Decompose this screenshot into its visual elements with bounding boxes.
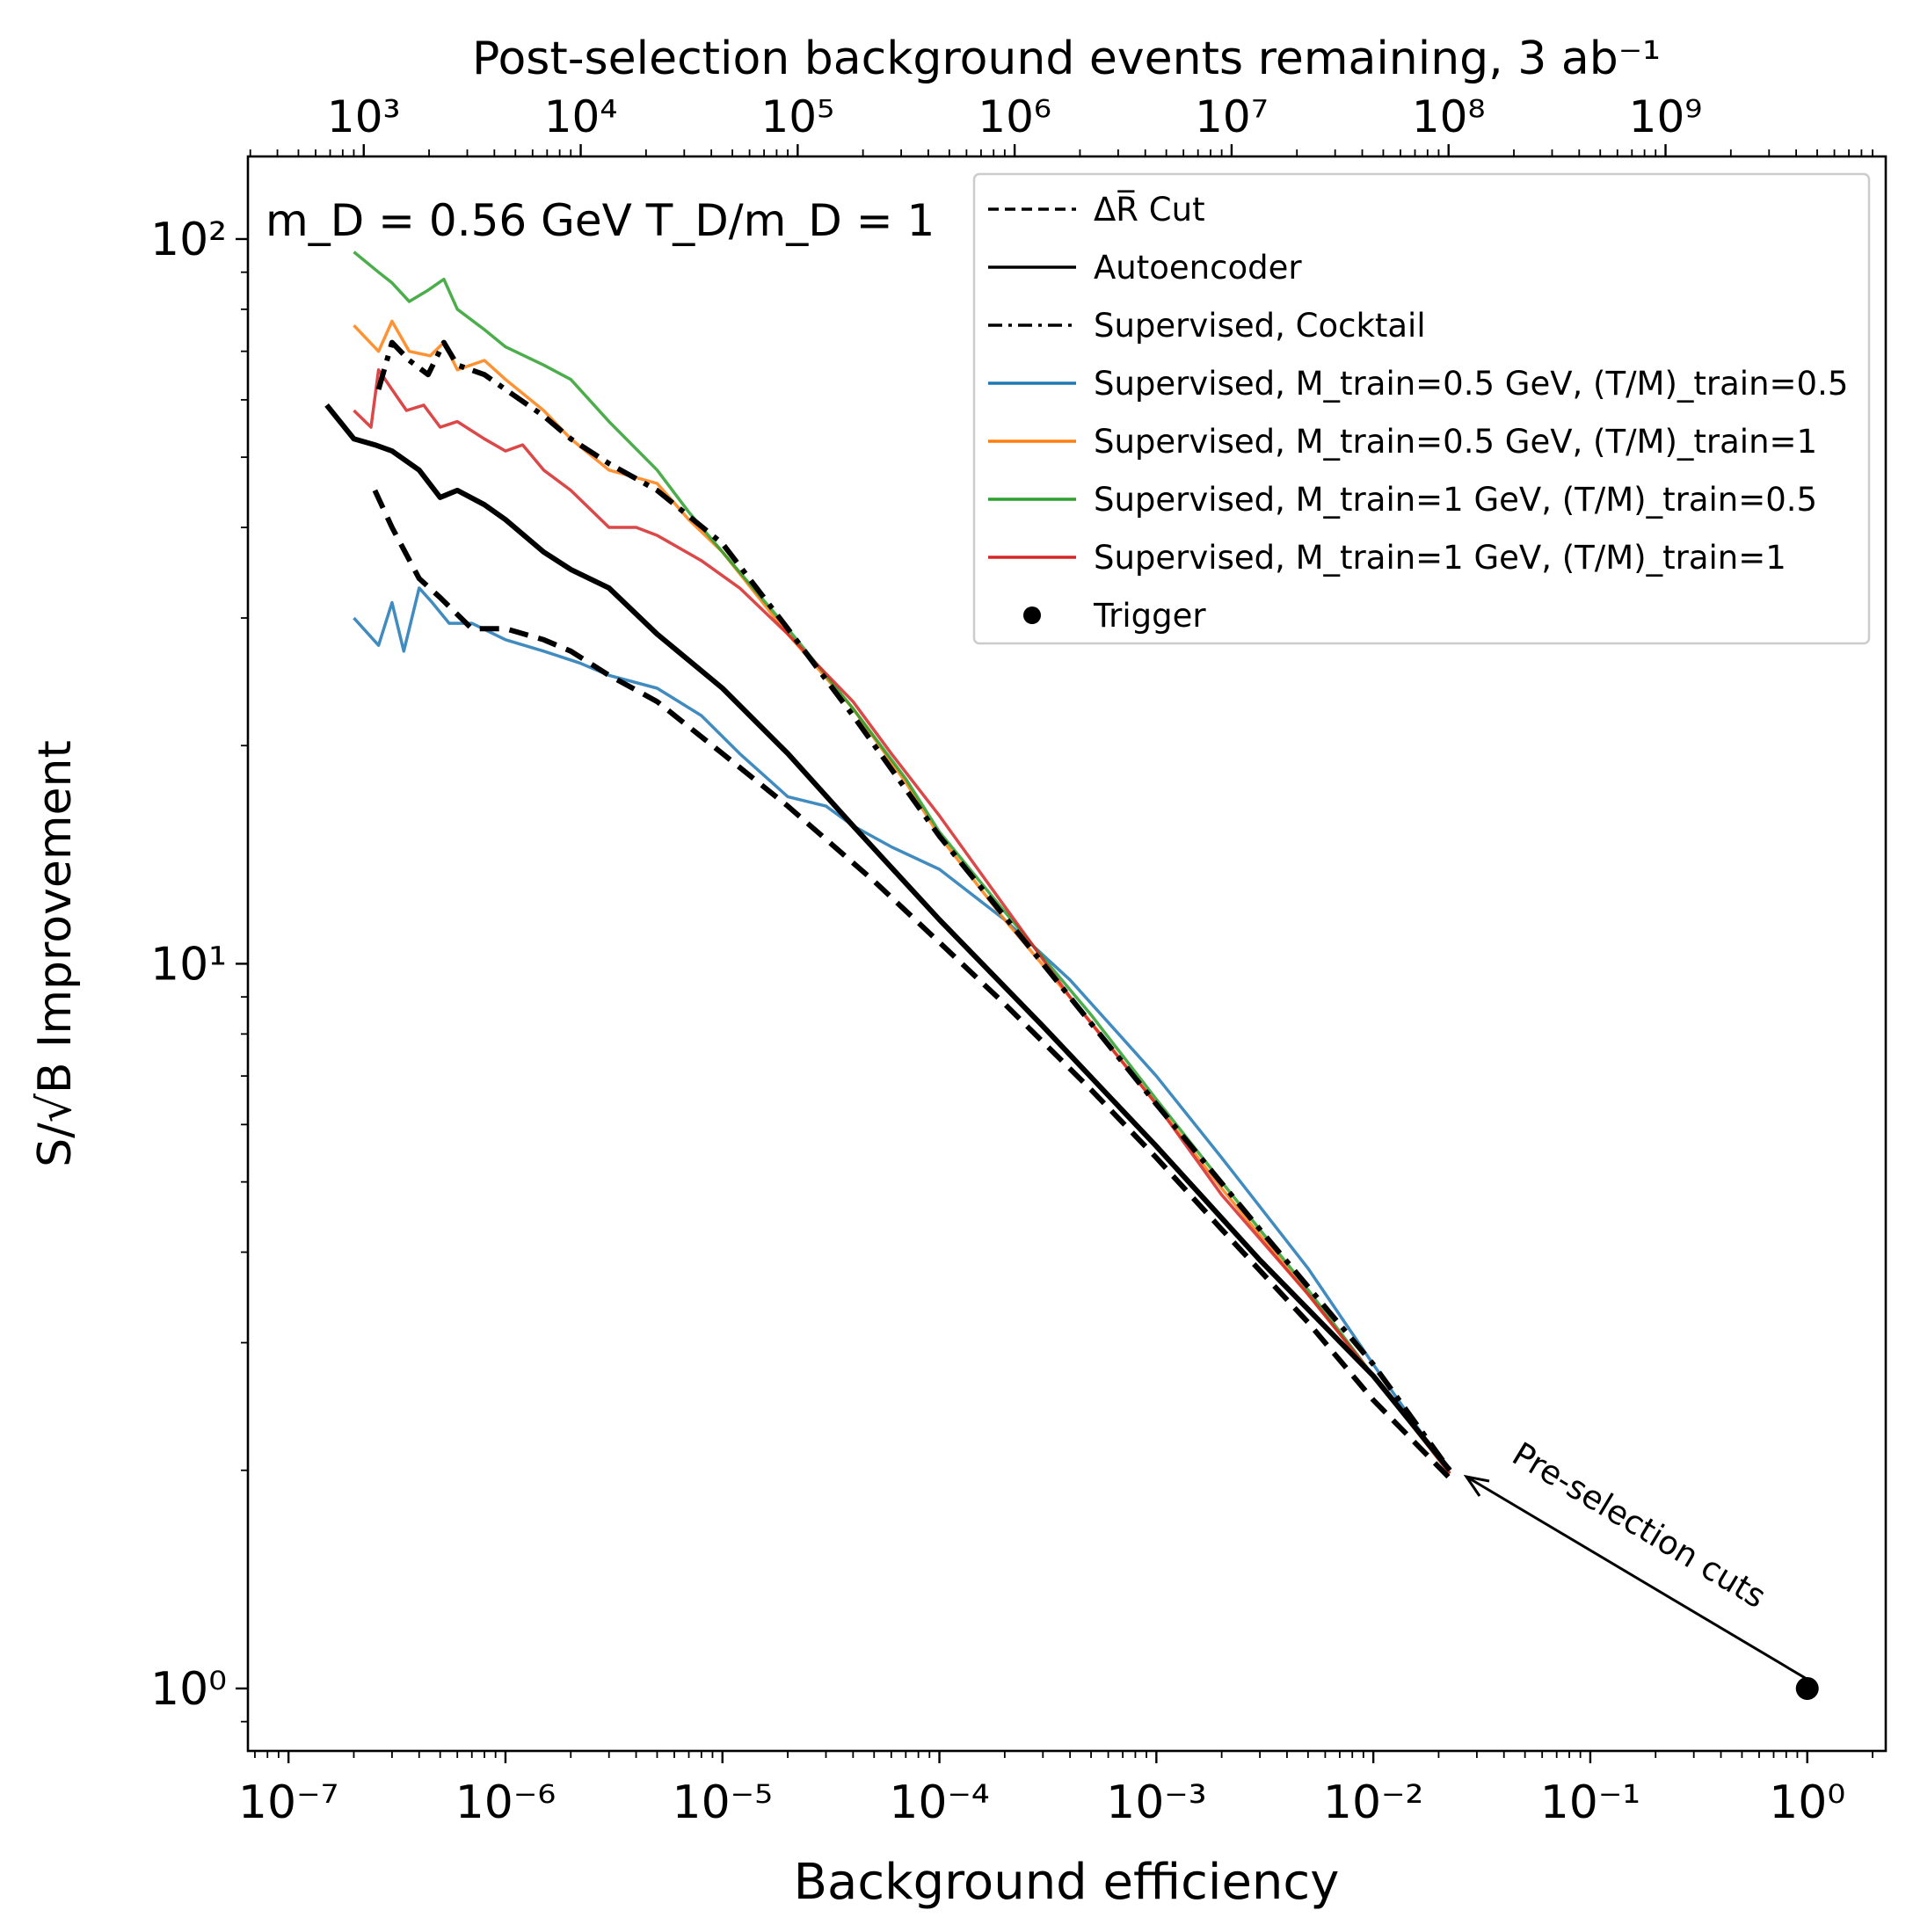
x-tick-label: 10⁻⁵ — [673, 1776, 773, 1829]
series-line-supervised-m-train-1-gev-t-m-train-0-5 — [353, 251, 1451, 1475]
plot-frame — [246, 155, 1888, 1753]
legend-label-trigger: Trigger — [1093, 597, 1206, 635]
tick-layer: 10⁻⁷ 10⁻⁶ 10⁻⁵ 10⁻⁴ 10⁻³ 10⁻² 10⁻¹ 10⁰ 10⁰ 10¹ 10²… — [150, 91, 1873, 1829]
legend-label-autoencoder: Autoencoder — [1094, 249, 1302, 287]
top-tick-label: 10⁶ — [978, 91, 1051, 142]
x-tick-label: 10⁰ — [1769, 1776, 1845, 1829]
legend-label-supervised-m-train-0-5-gev-t-m-train-1: Supervised, M_train=0.5 GeV, (T/M)_train… — [1094, 423, 1817, 461]
x-tick-label: 10⁻⁷ — [238, 1776, 338, 1829]
x-tick-label: 10⁻⁴ — [889, 1776, 989, 1829]
legend-label-supervised-cocktail: Supervised, Cocktail — [1094, 307, 1426, 345]
top-tick-label: 10⁴ — [544, 91, 618, 142]
y-tick-label: 10² — [150, 214, 227, 266]
top-tick-label: 10⁷ — [1195, 91, 1269, 142]
legend-label-supervised-m-train-1-gev-t-m-train-0-5: Supervised, M_train=1 GeV, (T/M)_train=0… — [1094, 481, 1817, 519]
text-layer: S/√B Improvement Background efficiency P… — [29, 33, 1661, 1911]
legend-label-supervised-m-train-0-5-gev-t-m-train-0-5: Supervised, M_train=0.5 GeV, (T/M)_train… — [1094, 365, 1848, 403]
top-axis-label: Post-selection background events remaini… — [472, 33, 1661, 85]
x-tick-label: 10⁻⁶ — [455, 1776, 556, 1829]
legend-swatch-trigger — [1023, 606, 1041, 624]
legend-box — [972, 172, 1871, 645]
preselection-arrow: Pre-selection cuts — [1463, 1434, 1808, 1681]
legend-label--r-cut: ΔR̅ Cut — [1094, 189, 1205, 229]
x-tick-label: 10⁻³ — [1106, 1776, 1206, 1829]
top-tick-label: 10⁹ — [1629, 91, 1703, 142]
legend: ΔR̅ Cut Autoencoder Supervised, Cocktail Su… — [972, 172, 1871, 645]
model-parameters-annotation: m_D = 0.56 GeV T_D/m_D = 1 — [265, 195, 935, 246]
series-line--r-cut — [372, 489, 1452, 1480]
legend-label-supervised-m-train-1-gev-t-m-train-1: Supervised, M_train=1 GeV, (T/M)_train=1 — [1094, 539, 1786, 577]
top-tick-label: 10³ — [327, 91, 401, 142]
x-tick-label: 10⁻¹ — [1540, 1776, 1640, 1829]
x-axis-label: Background efficiency — [794, 1854, 1340, 1911]
series-line-autoencoder — [324, 403, 1452, 1472]
y-tick-label: 10⁰ — [150, 1663, 227, 1716]
top-tick-label: 10⁸ — [1412, 91, 1486, 142]
series-line-supervised-cocktail — [375, 339, 1452, 1472]
top-tick-label: 10⁵ — [761, 91, 835, 142]
x-tick-label: 10⁻² — [1323, 1776, 1423, 1829]
trigger-point — [1795, 1676, 1819, 1700]
series-line-supervised-m-train-0-5-gev-t-m-train-0-5 — [353, 586, 1451, 1475]
y-tick-label: 10¹ — [150, 938, 227, 991]
y-axis-label: S/√B Improvement — [29, 740, 82, 1167]
series-layer — [324, 251, 1819, 1700]
series-line-supervised-m-train-1-gev-t-m-train-1 — [353, 367, 1451, 1475]
